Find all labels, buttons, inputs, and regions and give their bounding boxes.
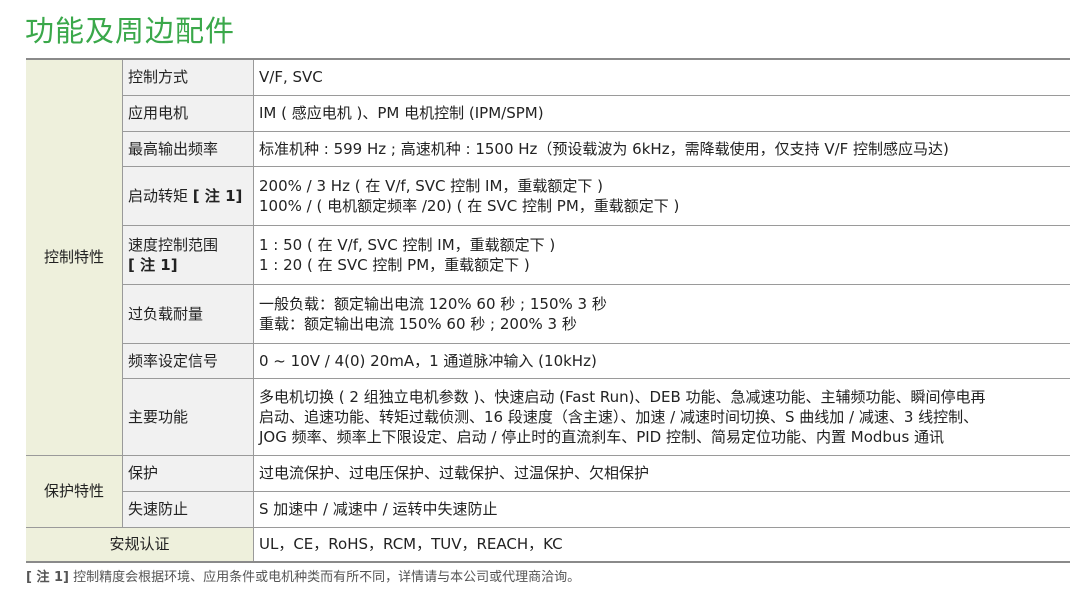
table-row: 频率设定信号 0 ~ 10V / 4(0) 20mA，1 通道脉冲输入 (10k… xyxy=(26,342,1070,379)
footnote-text: 控制精度会根据环境、应用条件或电机种类而有所不同，详情请与本公司或代理商洽询。 xyxy=(68,570,581,585)
row-key: 应用电机 xyxy=(122,94,254,132)
note-ref: [ 注 1] xyxy=(128,255,178,274)
value-line: V/F, SVC xyxy=(259,68,323,87)
row-value: S 加速中 / 减速中 / 运转中失速防止 xyxy=(253,490,1070,528)
table-row: 速度控制范围[ 注 1] 1 : 50 ( 在 V/f, SVC 控制 IM，重… xyxy=(26,224,1070,285)
table-row: 失速防止 S 加速中 / 减速中 / 运转中失速防止 xyxy=(26,490,1070,528)
note-ref: [ 注 1] xyxy=(192,186,243,205)
row-key: 速度控制范围[ 注 1] xyxy=(122,224,254,285)
row-value: 标准机种 : 599 Hz ; 高速机种 : 1500 Hz（预设载波为 6kH… xyxy=(253,130,1070,167)
value-line: 过电流保护、过电压保护、过载保护、过温保护、欠相保护 xyxy=(259,464,650,482)
table-row: 最高输出频率 标准机种 : 599 Hz ; 高速机种 : 1500 Hz（预设… xyxy=(26,130,1070,167)
spec-table: 控制特性 控制方式 V/F, SVC 应用电机 IM ( 感应电机 )、PM 电… xyxy=(26,58,1070,563)
row-value: 过电流保护、过电压保护、过载保护、过温保护、欠相保护 xyxy=(253,454,1070,492)
group-control: 控制特性 xyxy=(26,58,123,456)
group-protect: 保护特性 xyxy=(26,454,123,528)
value-line: 重载：额定输出电流 150% 60 秒 ; 200% 3 秒 xyxy=(259,314,577,333)
page-title: 功能及周边配件 xyxy=(25,14,236,48)
row-value: 1 : 50 ( 在 V/f, SVC 控制 IM，重载额定下 ) 1 : 20 … xyxy=(253,224,1070,285)
value-line: 100% / ( 电机额定频率 /20) ( 在 SVC 控制 PM，重载额定下… xyxy=(259,196,680,215)
row-key: 启动转矩 [ 注 1] xyxy=(122,165,254,226)
value-line: 1 : 20 ( 在 SVC 控制 PM，重载额定下 ) xyxy=(259,255,530,274)
table-row: 保护特性 保护 过电流保护、过电压保护、过载保护、过温保护、欠相保护 xyxy=(26,454,1070,528)
key-label: 启动转矩 xyxy=(128,186,189,205)
value-line: 多电机切换 ( 2 组独立电机参数 )、快速启动 (Fast Run)、DEB … xyxy=(259,387,986,406)
row-value: V/F, SVC xyxy=(253,58,1070,96)
row-value: 多电机切换 ( 2 组独立电机参数 )、快速启动 (Fast Run)、DEB … xyxy=(253,377,1070,456)
value-line: UL，CE，RoHS，RCM，TUV，REACH，KC xyxy=(259,535,563,554)
table-row: 安规认证 UL，CE，RoHS，RCM，TUV，REACH，KC xyxy=(26,526,1070,563)
footnote-tag: [ 注 1] xyxy=(26,570,69,585)
row-key: 主要功能 xyxy=(122,377,254,456)
row-key: 失速防止 xyxy=(122,490,254,528)
value-line: JOG 频率、频率上下限设定、启动 / 停止时的直流刹车、PID 控制、简易定位… xyxy=(259,427,945,446)
value-line: 1 : 50 ( 在 V/f, SVC 控制 IM，重载额定下 ) xyxy=(259,235,556,254)
row-value: 一般负载：额定输出电流 120% 60 秒 ; 150% 3 秒重载：额定输出电… xyxy=(253,283,1070,344)
row-key: 控制方式 xyxy=(122,58,254,96)
value-line: 启动、追速功能、转矩过载侦测、16 段速度（含主速）、加速 / 减速时间切换、S… xyxy=(259,407,979,426)
row-key: 频率设定信号 xyxy=(122,342,254,379)
value-line: 0 ~ 10V / 4(0) 20mA，1 通道脉冲输入 (10kHz) xyxy=(259,351,597,370)
table-row: 控制特性 控制方式 V/F, SVC xyxy=(26,58,1070,456)
row-value: IM ( 感应电机 )、PM 电机控制 (IPM/SPM) xyxy=(253,94,1070,132)
table-row: 过负载耐量 一般负载：额定输出电流 120% 60 秒 ; 150% 3 秒重载… xyxy=(26,283,1070,344)
group-cert: 安规认证 xyxy=(26,526,254,563)
value-line: IM ( 感应电机 )、PM 电机控制 (IPM/SPM) xyxy=(259,104,544,122)
footnote: [ 注 1] 控制精度会根据环境、应用条件或电机种类而有所不同，详情请与本公司或… xyxy=(26,566,580,585)
row-key: 最高输出频率 xyxy=(122,130,254,167)
row-value: UL，CE，RoHS，RCM，TUV，REACH，KC xyxy=(253,526,1070,563)
key-label: 速度控制范围 xyxy=(128,235,219,254)
table-row: 启动转矩 [ 注 1] 200% / 3 Hz ( 在 V/f, SVC 控制 … xyxy=(26,165,1070,226)
row-key: 过负载耐量 xyxy=(122,283,254,344)
value-line: 200% / 3 Hz ( 在 V/f, SVC 控制 IM，重载额定下 ) xyxy=(259,176,604,195)
value-line: 一般负载：额定输出电流 120% 60 秒 ; 150% 3 秒 xyxy=(259,294,607,313)
value-line: 标准机种 : 599 Hz ; 高速机种 : 1500 Hz（预设载波为 6kH… xyxy=(259,139,949,158)
value-line: S 加速中 / 减速中 / 运转中失速防止 xyxy=(259,500,498,518)
row-value: 0 ~ 10V / 4(0) 20mA，1 通道脉冲输入 (10kHz) xyxy=(253,342,1070,379)
table-row: 主要功能 多电机切换 ( 2 组独立电机参数 )、快速启动 (Fast Run)… xyxy=(26,377,1070,456)
table-row: 应用电机 IM ( 感应电机 )、PM 电机控制 (IPM/SPM) xyxy=(26,94,1070,132)
row-value: 200% / 3 Hz ( 在 V/f, SVC 控制 IM，重载额定下 ) 10… xyxy=(253,165,1070,226)
row-key: 保护 xyxy=(122,454,254,492)
